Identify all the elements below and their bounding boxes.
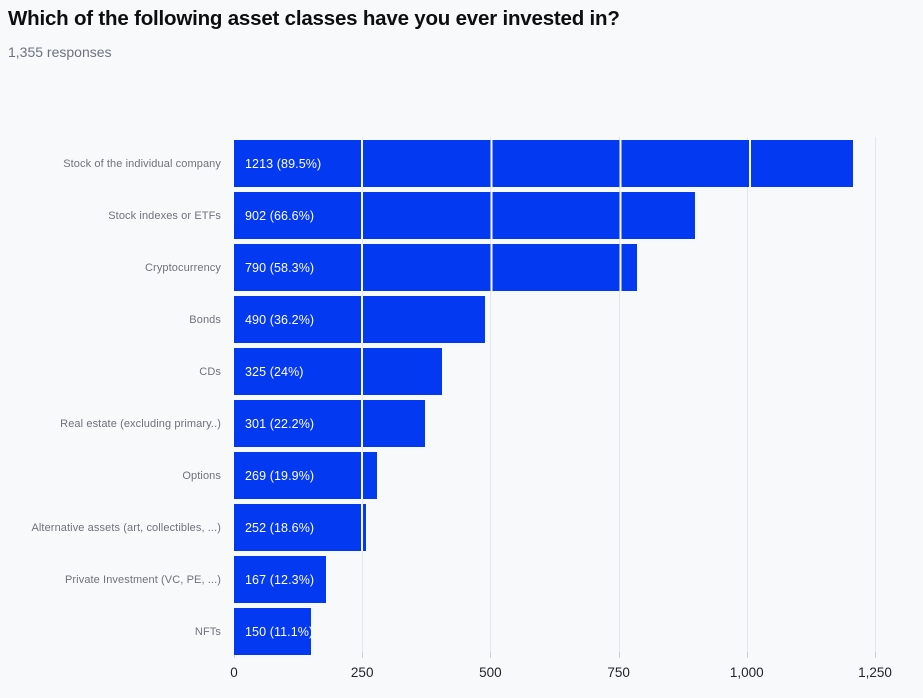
bar-row: CDs 325 (24%)	[0, 348, 923, 395]
page-title: Which of the following asset classes hav…	[8, 7, 620, 30]
bar-row: Options 269 (19.9%)	[0, 452, 923, 499]
bar: 301 (22.2%)	[234, 400, 425, 447]
bar: 490 (36.2%)	[234, 296, 485, 343]
bar-value-label: 150 (11.1%)	[245, 624, 314, 639]
gridline-x-1250	[875, 137, 876, 658]
bar-row: Cryptocurrency 790 (58.3%)	[0, 244, 923, 291]
x-axis-label: 250	[350, 665, 374, 680]
category-label: Bonds	[189, 313, 221, 326]
responses-count: 1,355 responses	[8, 43, 112, 60]
bar: 790 (58.3%)	[234, 244, 637, 291]
category-label: Real estate (excluding primary..)	[60, 417, 221, 430]
gridline-x-500	[490, 137, 492, 658]
axis-tick-1250	[875, 652, 876, 658]
bar-value-label: 301 (22.2%)	[245, 416, 315, 431]
bar-row: Stock indexes or ETFs 902 (66.6%)	[0, 192, 923, 239]
bar-value-label: 167 (12.3%)	[245, 572, 315, 587]
bar-value-label: 1213 (89.5%)	[245, 156, 322, 171]
bar-row: Private Investment (VC, PE, ...) 167 (12.…	[0, 556, 923, 603]
chart-header: Which of the following asset classes hav…	[8, 6, 915, 60]
bar-value-label: 902 (66.6%)	[245, 208, 315, 223]
category-label: Options	[182, 469, 221, 482]
category-label: Alternative assets (art, collectibles, .…	[31, 521, 221, 534]
axis-tick-0	[234, 652, 235, 658]
bar-row: Real estate (excluding primary..) 301 (22…	[0, 400, 923, 447]
bar-value-label: 269 (19.9%)	[245, 468, 315, 483]
bar: 1213 (89.5%)	[234, 140, 853, 187]
x-axis-label: 1,250	[858, 665, 892, 680]
bar: 252 (18.6%)	[234, 504, 366, 551]
bar-row: Bonds 490 (36.2%)	[0, 296, 923, 343]
category-label: Private Investment (VC, PE, ...)	[64, 573, 221, 586]
bar: 167 (12.3%)	[234, 556, 326, 603]
category-label: CDs	[199, 365, 221, 378]
bar-value-label: 252 (18.6%)	[245, 520, 315, 535]
bar: 325 (24%)	[234, 348, 442, 395]
axis-tick-1000	[746, 652, 748, 658]
axis-tick-250	[362, 652, 364, 658]
gridline-x-250	[362, 137, 364, 658]
category-label: Stock indexes or ETFs	[108, 209, 221, 222]
bar: 150 (11.1%)	[234, 608, 314, 655]
bar-value-label: 790 (58.3%)	[245, 260, 315, 275]
x-axis-label: 750	[607, 665, 630, 680]
gridline-x-750	[618, 137, 620, 658]
category-label: Cryptocurrency	[145, 261, 221, 274]
bar-value-label: 490 (36.2%)	[245, 312, 315, 327]
x-axis-label: 0	[230, 665, 238, 680]
x-axis-label: 1,000	[729, 665, 764, 680]
gridline-x-1000	[746, 137, 748, 658]
bar-row: Alternative assets (art, collectibles, .…	[0, 504, 923, 551]
axis-tick-500	[490, 652, 492, 658]
axis-tick-750	[618, 652, 620, 658]
x-axis-label: 500	[479, 665, 502, 680]
bar: 269 (19.9%)	[234, 452, 377, 499]
category-label: Stock of the individual company	[63, 157, 221, 170]
bar: 902 (66.6%)	[234, 192, 695, 239]
bar-row: NFTs 150 (11.1%)	[0, 608, 923, 655]
bar-value-label: 325 (24%)	[245, 364, 304, 379]
bar-row: Stock of the individual company 1213 (89.…	[0, 140, 923, 187]
category-label: NFTs	[194, 625, 221, 638]
